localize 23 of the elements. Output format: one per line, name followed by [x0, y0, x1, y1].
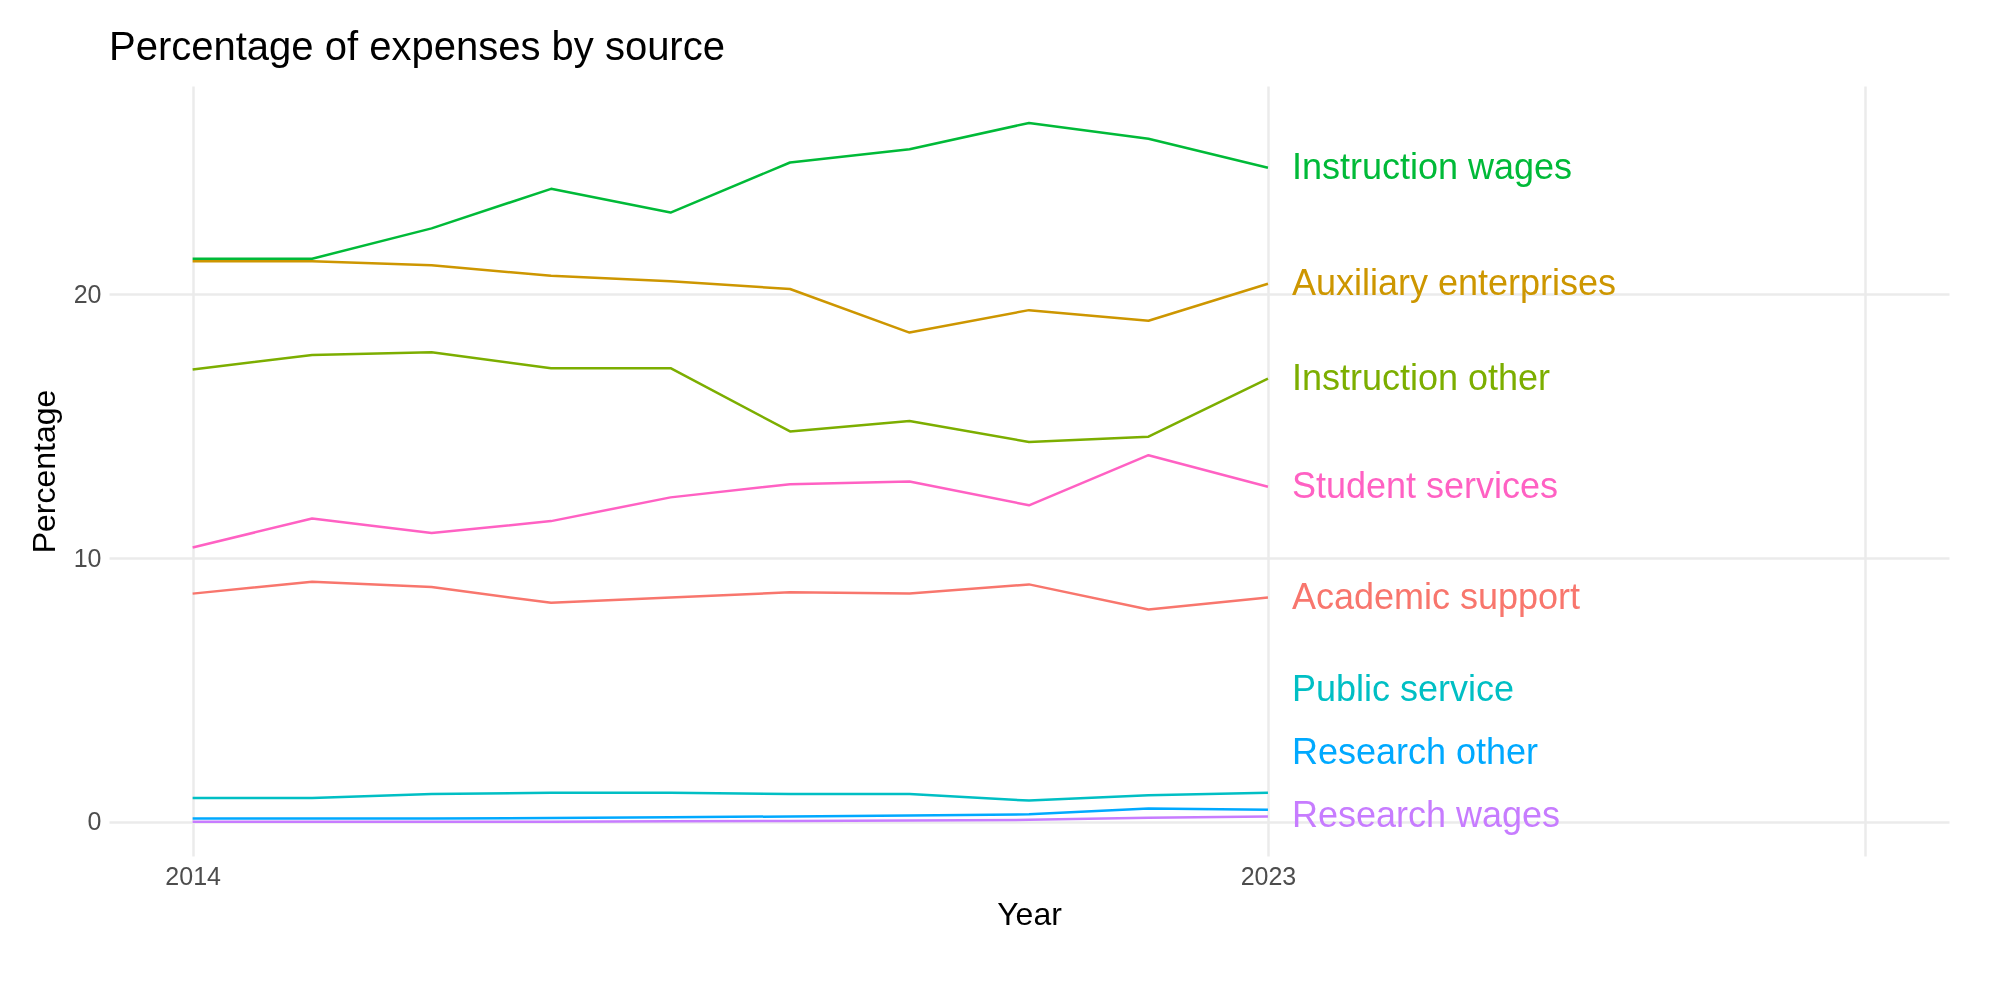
- line-series: [191, 580, 1270, 611]
- line-series: [191, 121, 1270, 260]
- x-tick-label: 2014: [165, 861, 222, 890]
- series-label: Research wages: [1291, 794, 1561, 836]
- series-label: Academic support: [1291, 575, 1581, 617]
- line-series: [191, 791, 1270, 802]
- x-tick-label: 2023: [1240, 861, 1297, 890]
- series-label: Instruction wages: [1291, 145, 1573, 187]
- y-tick-label: 20: [73, 279, 102, 308]
- y-axis-title: Percentage: [25, 389, 62, 554]
- line-series: [191, 260, 1270, 334]
- line-series: [191, 351, 1270, 444]
- y-tick-label: 10: [73, 543, 102, 572]
- line-series: [191, 807, 1270, 820]
- x-axis-title: Year: [997, 895, 1063, 932]
- series-label: Research other: [1291, 731, 1539, 773]
- line-series: [191, 453, 1270, 549]
- chart-title: Percentage of expenses by source: [109, 24, 725, 68]
- series-label: Auxiliary enterprises: [1291, 261, 1617, 303]
- y-tick-label: 0: [87, 807, 102, 836]
- series-label: Student services: [1291, 464, 1559, 506]
- text: Public service: [1291, 668, 1515, 710]
- series-label: Instruction other: [1291, 356, 1551, 398]
